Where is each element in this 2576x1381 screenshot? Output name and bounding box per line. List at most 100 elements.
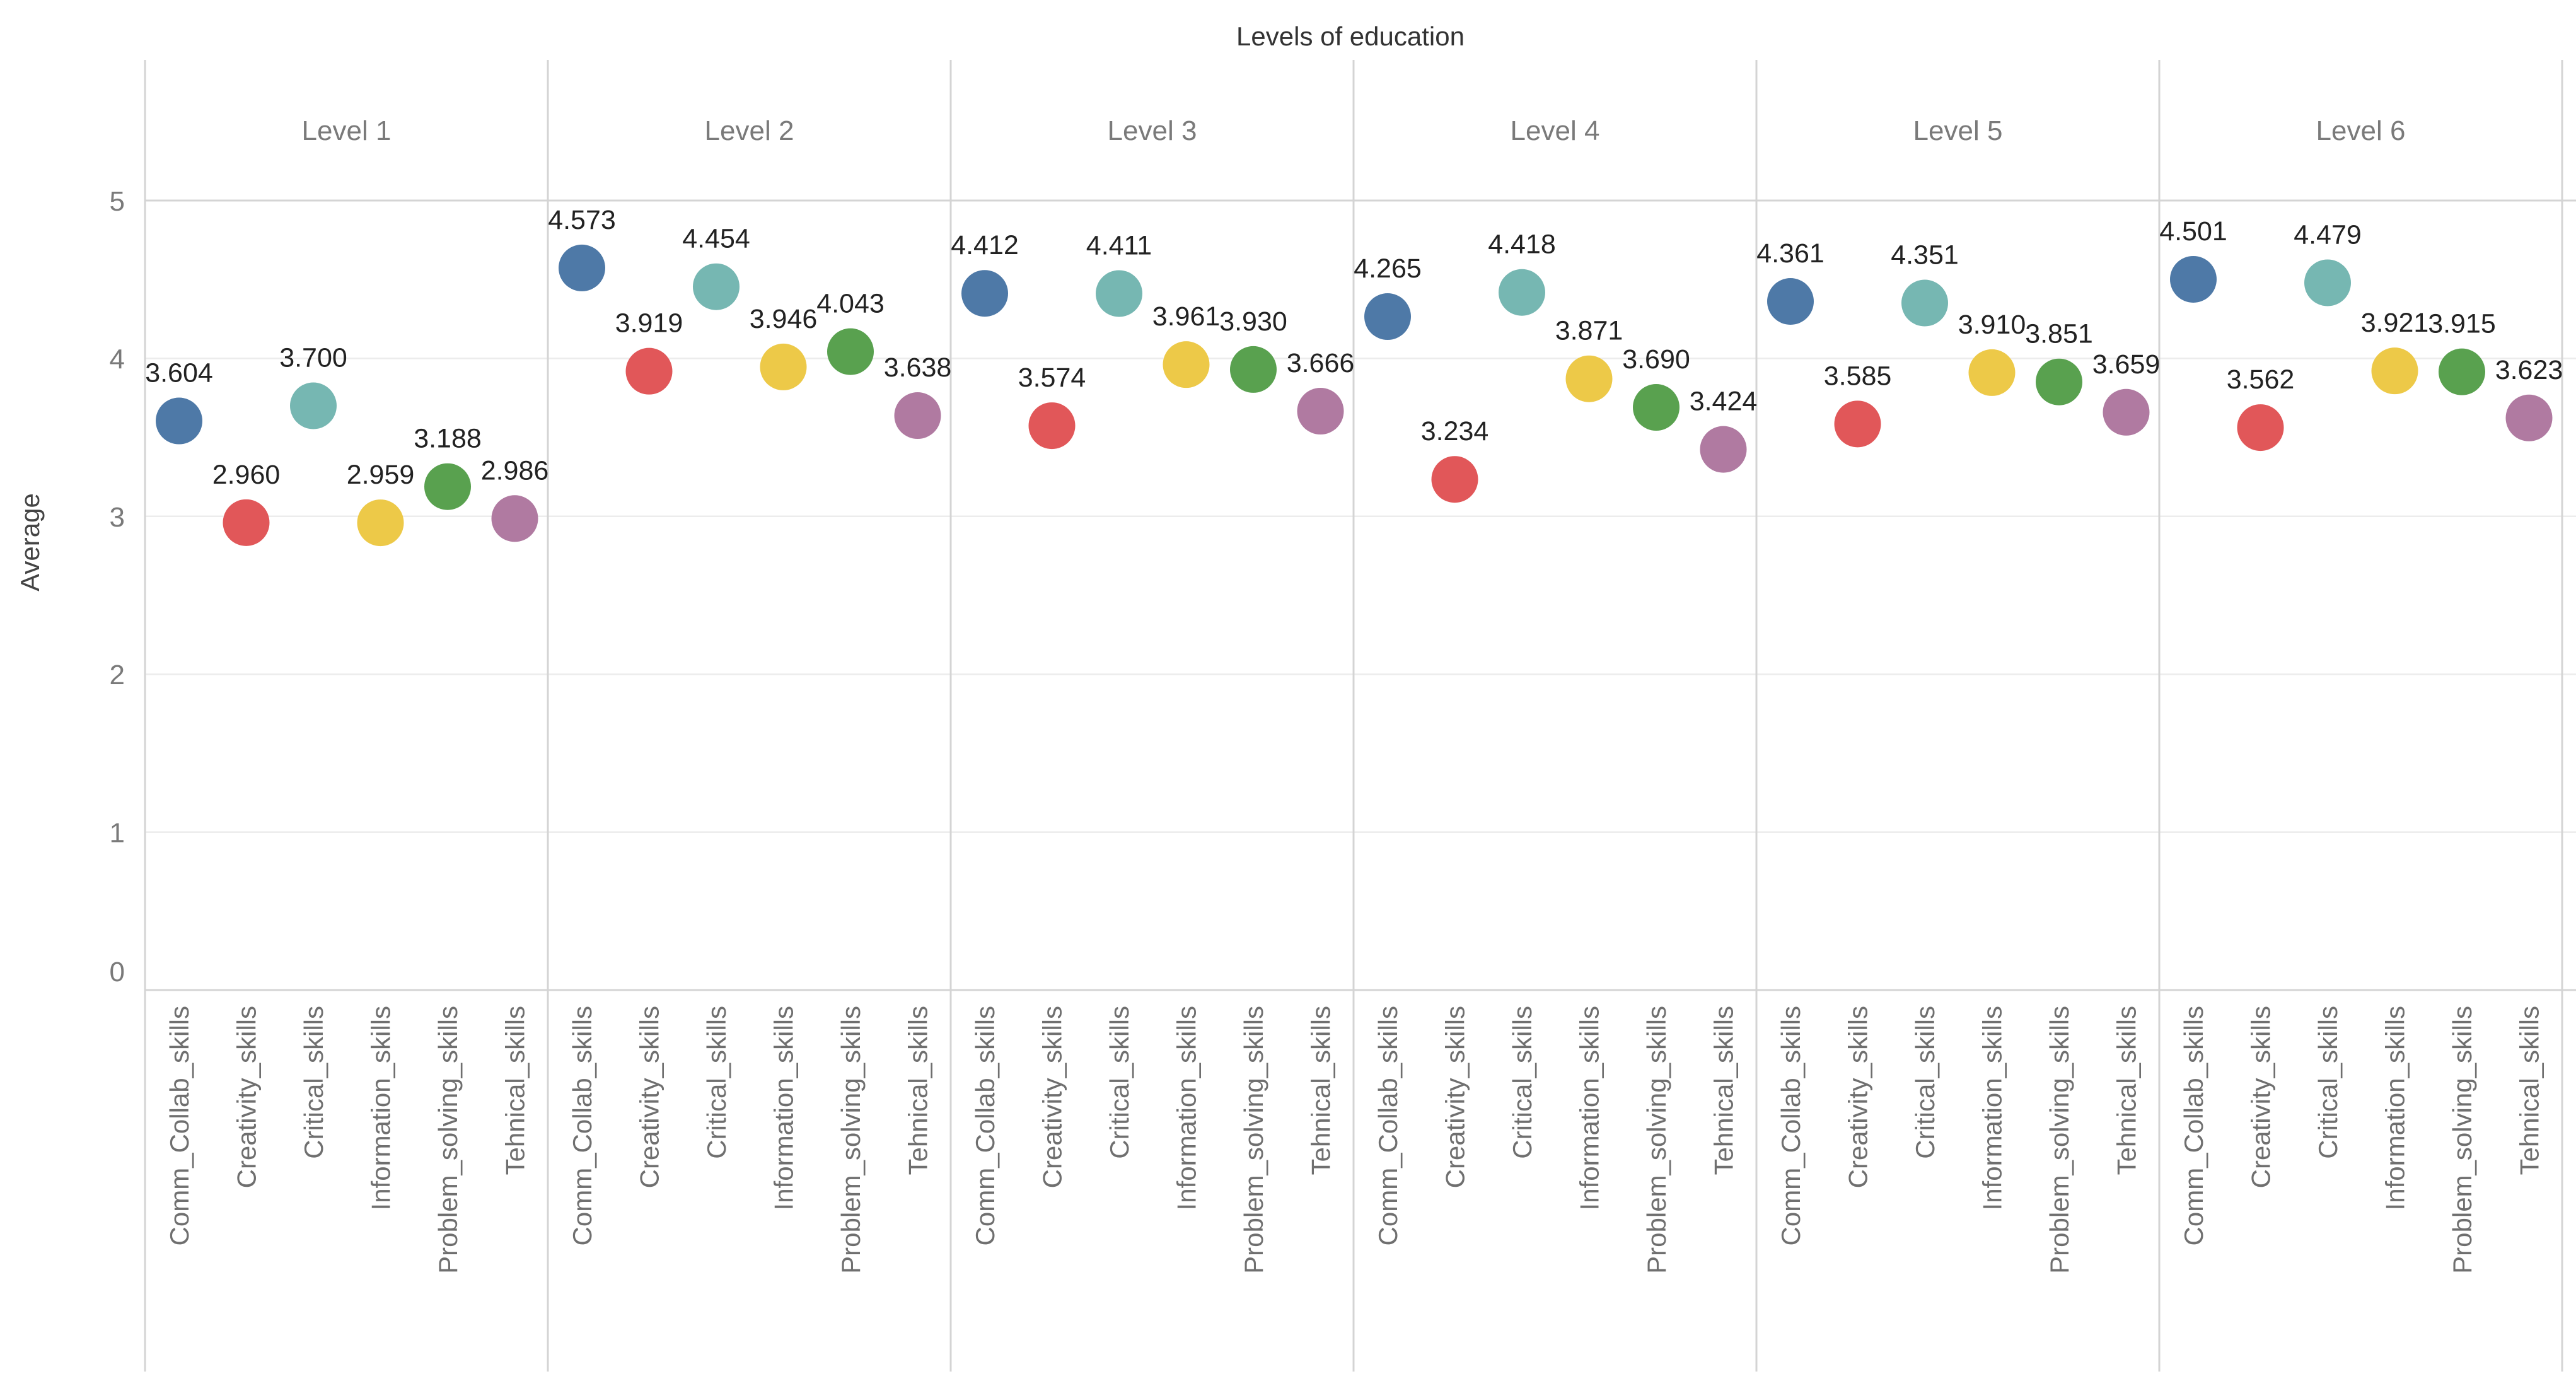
data-point xyxy=(1096,270,1142,317)
x-category-label: Tehnical_skills xyxy=(2112,1006,2142,1175)
x-category-label: Problem_solving_skills xyxy=(2045,1006,2074,1274)
data-label: 3.690 xyxy=(1622,344,1690,375)
x-category-label: Critical_skills xyxy=(2313,1006,2343,1159)
x-category-label: Comm_Collab_skills xyxy=(1776,1006,1806,1245)
data-point xyxy=(693,263,740,310)
data-label: 3.930 xyxy=(1219,306,1287,337)
data-point xyxy=(1901,279,1948,327)
x-category-label: Problem_solving_skills xyxy=(433,1006,463,1274)
y-tick-label: 3 xyxy=(110,502,125,533)
data-point xyxy=(1499,269,1545,316)
data-label: 4.265 xyxy=(1354,253,1422,284)
data-label: 3.623 xyxy=(2495,355,2563,385)
data-point xyxy=(156,397,202,445)
x-category-label: Information_skills xyxy=(1172,1006,1202,1210)
data-point xyxy=(559,244,605,291)
x-category-label: Information_skills xyxy=(1978,1006,2007,1210)
data-points xyxy=(156,244,2553,547)
x-category-label: Information_skills xyxy=(2381,1006,2410,1210)
panel-header: Level 4 xyxy=(1511,115,1600,146)
data-point xyxy=(1028,402,1076,450)
gridlines xyxy=(145,199,2576,991)
data-label: 3.424 xyxy=(1690,387,1758,417)
data-label: 3.604 xyxy=(145,358,213,388)
data-label: 3.562 xyxy=(2227,364,2295,395)
y-tick-label: 1 xyxy=(110,818,125,849)
data-point xyxy=(1565,355,1613,402)
data-label: 4.351 xyxy=(1891,240,1959,271)
data-label: 3.666 xyxy=(1287,348,1355,378)
x-category-label: Creativity_skills xyxy=(635,1006,664,1188)
panel-headers: Level 1 Level 2 Level 3 Level 4 Level 5 Level… xyxy=(302,115,2406,146)
data-label: 4.454 xyxy=(682,224,750,254)
data-point xyxy=(1834,400,1881,448)
panel-dividers xyxy=(144,60,2576,1372)
x-category-label: Critical_skills xyxy=(1105,1006,1134,1159)
data-point xyxy=(357,499,404,547)
data-label: 2.986 xyxy=(481,455,549,486)
data-point xyxy=(491,495,538,542)
data-label: 3.915 xyxy=(2428,309,2496,339)
data-label: 3.919 xyxy=(615,308,683,339)
data-point xyxy=(2505,394,2553,441)
data-label: 2.959 xyxy=(347,460,415,490)
y-axis-ticks: 0 1 2 3 4 5 xyxy=(110,186,125,988)
x-category-label: Tehnical_skills xyxy=(501,1006,530,1175)
y-tick-label: 4 xyxy=(110,344,125,375)
data-label: 3.700 xyxy=(279,343,347,373)
data-label: 4.479 xyxy=(2294,219,2362,250)
x-category-label: Comm_Collab_skills xyxy=(970,1006,1000,1245)
data-point xyxy=(290,382,337,429)
data-label: 3.585 xyxy=(1824,361,1892,391)
data-label: 4.361 xyxy=(1756,238,1825,269)
y-axis-title: Average xyxy=(15,493,45,591)
y-tick-label: 2 xyxy=(110,660,125,690)
x-category-label: Information_skills xyxy=(1575,1006,1604,1210)
data-point xyxy=(2304,259,2351,306)
x-category-label: Creativity_skills xyxy=(1441,1006,1470,1188)
data-label: 4.411 xyxy=(1086,230,1152,260)
data-label: 2.960 xyxy=(212,460,281,490)
x-category-label: Creativity_skills xyxy=(2246,1006,2276,1188)
data-point xyxy=(760,343,807,390)
panel-header: Level 1 xyxy=(302,115,392,146)
data-point xyxy=(2237,404,2284,452)
panel-header: Level 6 xyxy=(2316,115,2406,146)
data-label: 4.043 xyxy=(816,289,885,319)
data-point xyxy=(625,347,673,395)
data-point xyxy=(2036,358,2082,405)
x-category-label: Tehnical_skills xyxy=(903,1006,933,1175)
data-point xyxy=(894,392,941,440)
data-label: 4.412 xyxy=(951,230,1019,260)
data-point xyxy=(1633,384,1680,431)
panel-header: Level 5 xyxy=(1913,115,2003,146)
x-category-label: Critical_skills xyxy=(1910,1006,1940,1159)
x-category-label: Critical_skills xyxy=(702,1006,731,1159)
data-point xyxy=(1431,456,1478,503)
data-point xyxy=(1163,341,1210,388)
data-point xyxy=(827,328,874,375)
data-label: 3.921 xyxy=(2361,308,2429,338)
x-category-label: Creativity_skills xyxy=(232,1006,262,1188)
data-point xyxy=(1767,278,1814,325)
data-point xyxy=(1364,293,1411,341)
x-category-label: Information_skills xyxy=(769,1006,799,1210)
data-label: 4.573 xyxy=(548,205,616,235)
data-point xyxy=(2439,348,2485,395)
x-category-label: Creativity_skills xyxy=(1038,1006,1067,1188)
data-point xyxy=(223,499,270,546)
x-category-label: Comm_Collab_skills xyxy=(2179,1006,2208,1245)
x-category-label: Problem_solving_skills xyxy=(1239,1006,1268,1274)
data-label: 3.851 xyxy=(2025,319,2093,349)
data-point xyxy=(2103,388,2150,436)
chart-title: Levels of education xyxy=(1236,21,1465,51)
x-category-label: Critical_skills xyxy=(1507,1006,1537,1159)
data-label: 3.659 xyxy=(2092,349,2161,380)
data-label: 3.234 xyxy=(1421,416,1489,446)
panel-header: Level 2 xyxy=(705,115,794,146)
data-label: 3.961 xyxy=(1152,301,1221,332)
x-category-label: Creativity_skills xyxy=(1843,1006,1873,1188)
x-category-label: Problem_solving_skills xyxy=(836,1006,866,1274)
